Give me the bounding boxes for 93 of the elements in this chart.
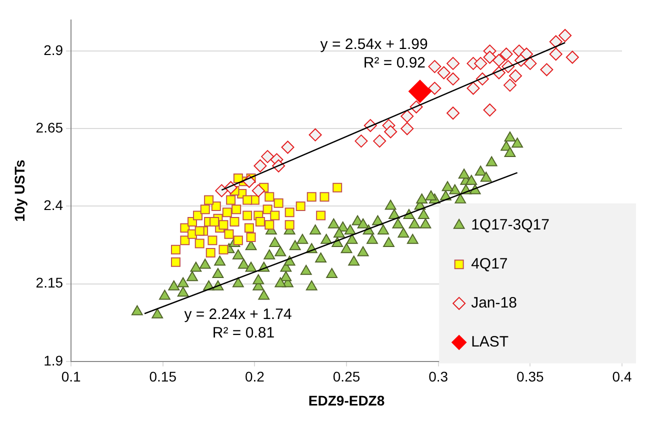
- point: [400, 122, 414, 136]
- point: [549, 48, 562, 61]
- annotation: y = 2.54x + 1.99: [320, 36, 428, 54]
- x-tick-label: 0.2: [244, 368, 265, 385]
- x-tick-label: 0.15: [149, 368, 177, 385]
- point: [242, 210, 252, 220]
- point: [500, 48, 513, 61]
- y-axis-title: 10y USTs: [11, 159, 28, 222]
- point: [466, 82, 480, 95]
- point: [284, 220, 294, 230]
- point: [206, 248, 216, 258]
- point: [428, 60, 442, 74]
- point: [446, 72, 460, 86]
- point: [194, 238, 204, 248]
- point: [274, 198, 284, 208]
- point: [428, 82, 442, 95]
- point: [208, 236, 218, 246]
- point: [233, 174, 243, 184]
- point: [210, 216, 220, 226]
- point: [492, 54, 506, 67]
- point: [264, 192, 274, 202]
- point: [508, 69, 522, 82]
- point: [170, 244, 180, 254]
- point: [254, 159, 267, 172]
- point: [558, 29, 572, 42]
- point: [384, 125, 398, 138]
- point: [246, 232, 256, 242]
- point: [211, 201, 221, 211]
- point: [483, 50, 496, 64]
- point: [255, 216, 265, 226]
- point: [483, 104, 496, 117]
- x-tick-label: 0.35: [516, 368, 544, 385]
- x-tick-label: 0.3: [428, 368, 448, 385]
- point: [332, 182, 342, 192]
- point: [193, 210, 203, 220]
- legend-label: LAST: [471, 334, 509, 351]
- y-tick-label: 2.9: [44, 42, 64, 58]
- point: [218, 244, 228, 254]
- point: [270, 210, 280, 220]
- point: [204, 195, 214, 205]
- legend-label: 4Q17: [471, 256, 508, 273]
- point: [408, 80, 432, 103]
- point: [474, 56, 488, 70]
- point: [306, 192, 316, 202]
- point: [354, 134, 368, 148]
- y-tick-label: 2.65: [36, 119, 64, 136]
- point: [215, 184, 228, 198]
- x-tick-label: 0.25: [332, 368, 360, 385]
- annotation: y = 2.24x + 1.74: [184, 306, 292, 324]
- point: [446, 56, 460, 70]
- point: [400, 110, 414, 123]
- point: [224, 229, 234, 239]
- x-tick-label: 0.1: [61, 368, 81, 385]
- point: [437, 66, 450, 80]
- point: [524, 56, 537, 70]
- point: [373, 134, 386, 148]
- point: [170, 257, 180, 267]
- point: [281, 140, 294, 154]
- point: [261, 150, 274, 164]
- x-tick-label: 0.4: [612, 368, 632, 385]
- annotation: R² = 0.92: [363, 54, 426, 72]
- point: [242, 195, 252, 205]
- point: [549, 35, 562, 48]
- annotation: R² = 0.81: [212, 324, 275, 342]
- point: [566, 50, 579, 64]
- point: [308, 128, 322, 142]
- x-axis-title: EDZ9-EDZ8: [308, 392, 385, 408]
- point: [244, 223, 254, 233]
- point: [230, 216, 240, 226]
- point: [232, 204, 242, 214]
- point: [218, 220, 228, 230]
- point: [222, 208, 232, 218]
- point: [284, 208, 294, 218]
- point: [446, 106, 460, 120]
- y-tick-label: 2.15: [36, 274, 64, 291]
- point: [264, 220, 274, 230]
- point: [252, 184, 265, 198]
- point: [200, 204, 210, 214]
- legend-label: Jan-18: [471, 294, 517, 312]
- y-tick-label: 2.4: [44, 197, 64, 214]
- point: [320, 192, 330, 202]
- point: [194, 226, 204, 236]
- point: [520, 48, 533, 61]
- point: [316, 210, 326, 220]
- point: [296, 201, 306, 211]
- point: [262, 204, 272, 214]
- point: [233, 236, 243, 246]
- legend-label: 1Q17-3Q17: [471, 216, 550, 234]
- point: [503, 78, 516, 92]
- y-tick-label: 1.9: [44, 352, 64, 368]
- point: [226, 195, 236, 205]
- point: [180, 236, 190, 246]
- point: [540, 63, 554, 76]
